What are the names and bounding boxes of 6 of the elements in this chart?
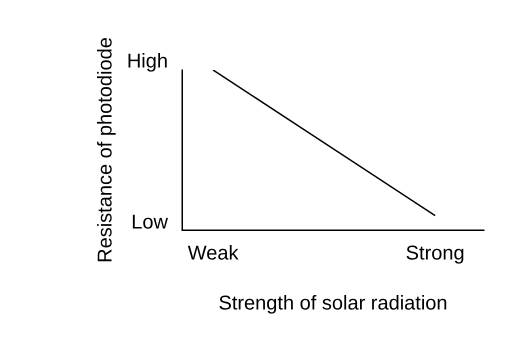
text: Low <box>131 212 169 234</box>
y-axis-title: Resistance of photodiode <box>94 37 117 263</box>
x-tick-label: Weak <box>188 242 240 265</box>
text: High <box>126 50 168 73</box>
x-axis-title: Strength of solar radiation <box>218 292 448 315</box>
x-tick-label: Strong <box>406 242 465 265</box>
